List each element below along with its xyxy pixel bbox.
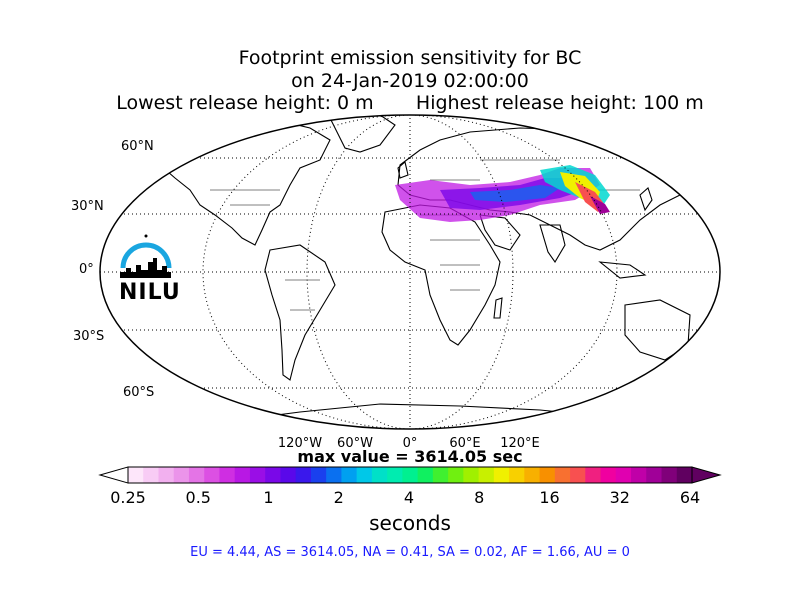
colorbar-swatch bbox=[204, 467, 220, 483]
colorbar-swatch bbox=[280, 467, 297, 483]
lon-label-0: 0° bbox=[402, 436, 418, 451]
lat-label-60n: 60°N bbox=[121, 139, 154, 154]
colorbar-swatch bbox=[234, 467, 251, 483]
colorbar bbox=[98, 466, 722, 484]
colorbar-swatch bbox=[509, 467, 525, 483]
colorbar-swatch bbox=[600, 467, 617, 483]
map-content bbox=[100, 115, 720, 429]
nilu-logo bbox=[120, 234, 172, 278]
lat-label-30s: 30°S bbox=[73, 329, 105, 344]
colorbar-swatch bbox=[524, 467, 541, 483]
colorbar-swatch bbox=[128, 467, 144, 483]
lat-label-equator: 0° bbox=[79, 262, 94, 277]
colorbar-swatch bbox=[432, 467, 449, 483]
colorbar-swatch bbox=[661, 467, 678, 483]
lon-label-120w: 120°W bbox=[277, 436, 323, 451]
lon-label-60e: 60°E bbox=[449, 436, 481, 451]
colorbar-swatch bbox=[341, 467, 358, 483]
lon-label-120e: 120°E bbox=[500, 436, 540, 451]
colorbar-low-extend bbox=[98, 466, 129, 484]
map-title-line-3: Lowest release height: 0 m Highest relea… bbox=[116, 92, 704, 114]
lon-label-60w: 60°W bbox=[337, 436, 373, 451]
lat-label-60s: 60°S bbox=[123, 385, 155, 400]
colorbar-tick-label: 0.25 bbox=[110, 488, 146, 507]
coastlines bbox=[149, 115, 706, 426]
globe-outline bbox=[99, 114, 721, 430]
colorbar-swatch bbox=[554, 467, 571, 483]
colorbar-swatch bbox=[417, 467, 434, 483]
colorbar-tick-label: 4 bbox=[403, 488, 415, 507]
colorbar-swatch bbox=[249, 467, 266, 483]
colorbar-swatch bbox=[387, 467, 403, 483]
colorbar-swatch bbox=[615, 467, 632, 483]
colorbar-swatch bbox=[570, 467, 586, 483]
colorbar-swatch bbox=[402, 467, 419, 483]
colorbar-swatch bbox=[158, 467, 175, 483]
colorbar-swatch bbox=[493, 467, 510, 483]
colorbar-swatch bbox=[478, 467, 495, 483]
colorbar-swatch bbox=[326, 467, 342, 483]
colorbar-swatch bbox=[371, 467, 388, 483]
colorbar-swatch bbox=[265, 467, 281, 483]
colorbar-unit-label: seconds bbox=[369, 511, 451, 535]
colorbar-swatch bbox=[356, 467, 373, 483]
colorbar-high-extend bbox=[691, 466, 722, 484]
map-title-line-2: on 24-Jan-2019 02:00:00 bbox=[291, 70, 529, 92]
colorbar-tick-label: 0.5 bbox=[185, 488, 211, 507]
colorbar-swatch bbox=[310, 467, 327, 483]
colorbar-swatch bbox=[631, 467, 647, 483]
colorbar-tick-label: 2 bbox=[333, 488, 344, 507]
region-stats: EU = 4.44, AS = 3614.05, NA = 0.41, SA =… bbox=[190, 545, 630, 560]
colorbar-swatch bbox=[143, 467, 159, 483]
footprint-plume bbox=[395, 165, 610, 222]
colorbar-swatch bbox=[173, 467, 190, 483]
colorbar-swatch bbox=[188, 467, 205, 483]
colorbar-tick-label: 8 bbox=[474, 488, 485, 507]
colorbar-swatch bbox=[676, 467, 693, 483]
colorbar-swatch bbox=[448, 467, 464, 483]
graticule bbox=[100, 115, 720, 429]
colorbar-swatch bbox=[539, 467, 556, 483]
colorbar-tick-label: 64 bbox=[679, 488, 701, 507]
colorbar-swatch bbox=[585, 467, 602, 483]
colorbar-swatch bbox=[295, 467, 312, 483]
colorbar-swatch bbox=[219, 467, 236, 483]
lat-label-30n: 30°N bbox=[71, 199, 104, 214]
colorbar-tick-label: 16 bbox=[539, 488, 560, 507]
colorbar-tick-label: 1 bbox=[263, 488, 274, 507]
colorbar-swatch bbox=[646, 467, 663, 483]
map-title-line-1: Footprint emission sensitivity for BC bbox=[238, 47, 582, 69]
colorbar-swatch bbox=[463, 467, 480, 483]
colorbar-tick-label: 32 bbox=[609, 488, 630, 507]
max-value-label: max value = 3614.05 sec bbox=[297, 447, 523, 466]
nilu-logo-text: NILU bbox=[119, 280, 181, 305]
